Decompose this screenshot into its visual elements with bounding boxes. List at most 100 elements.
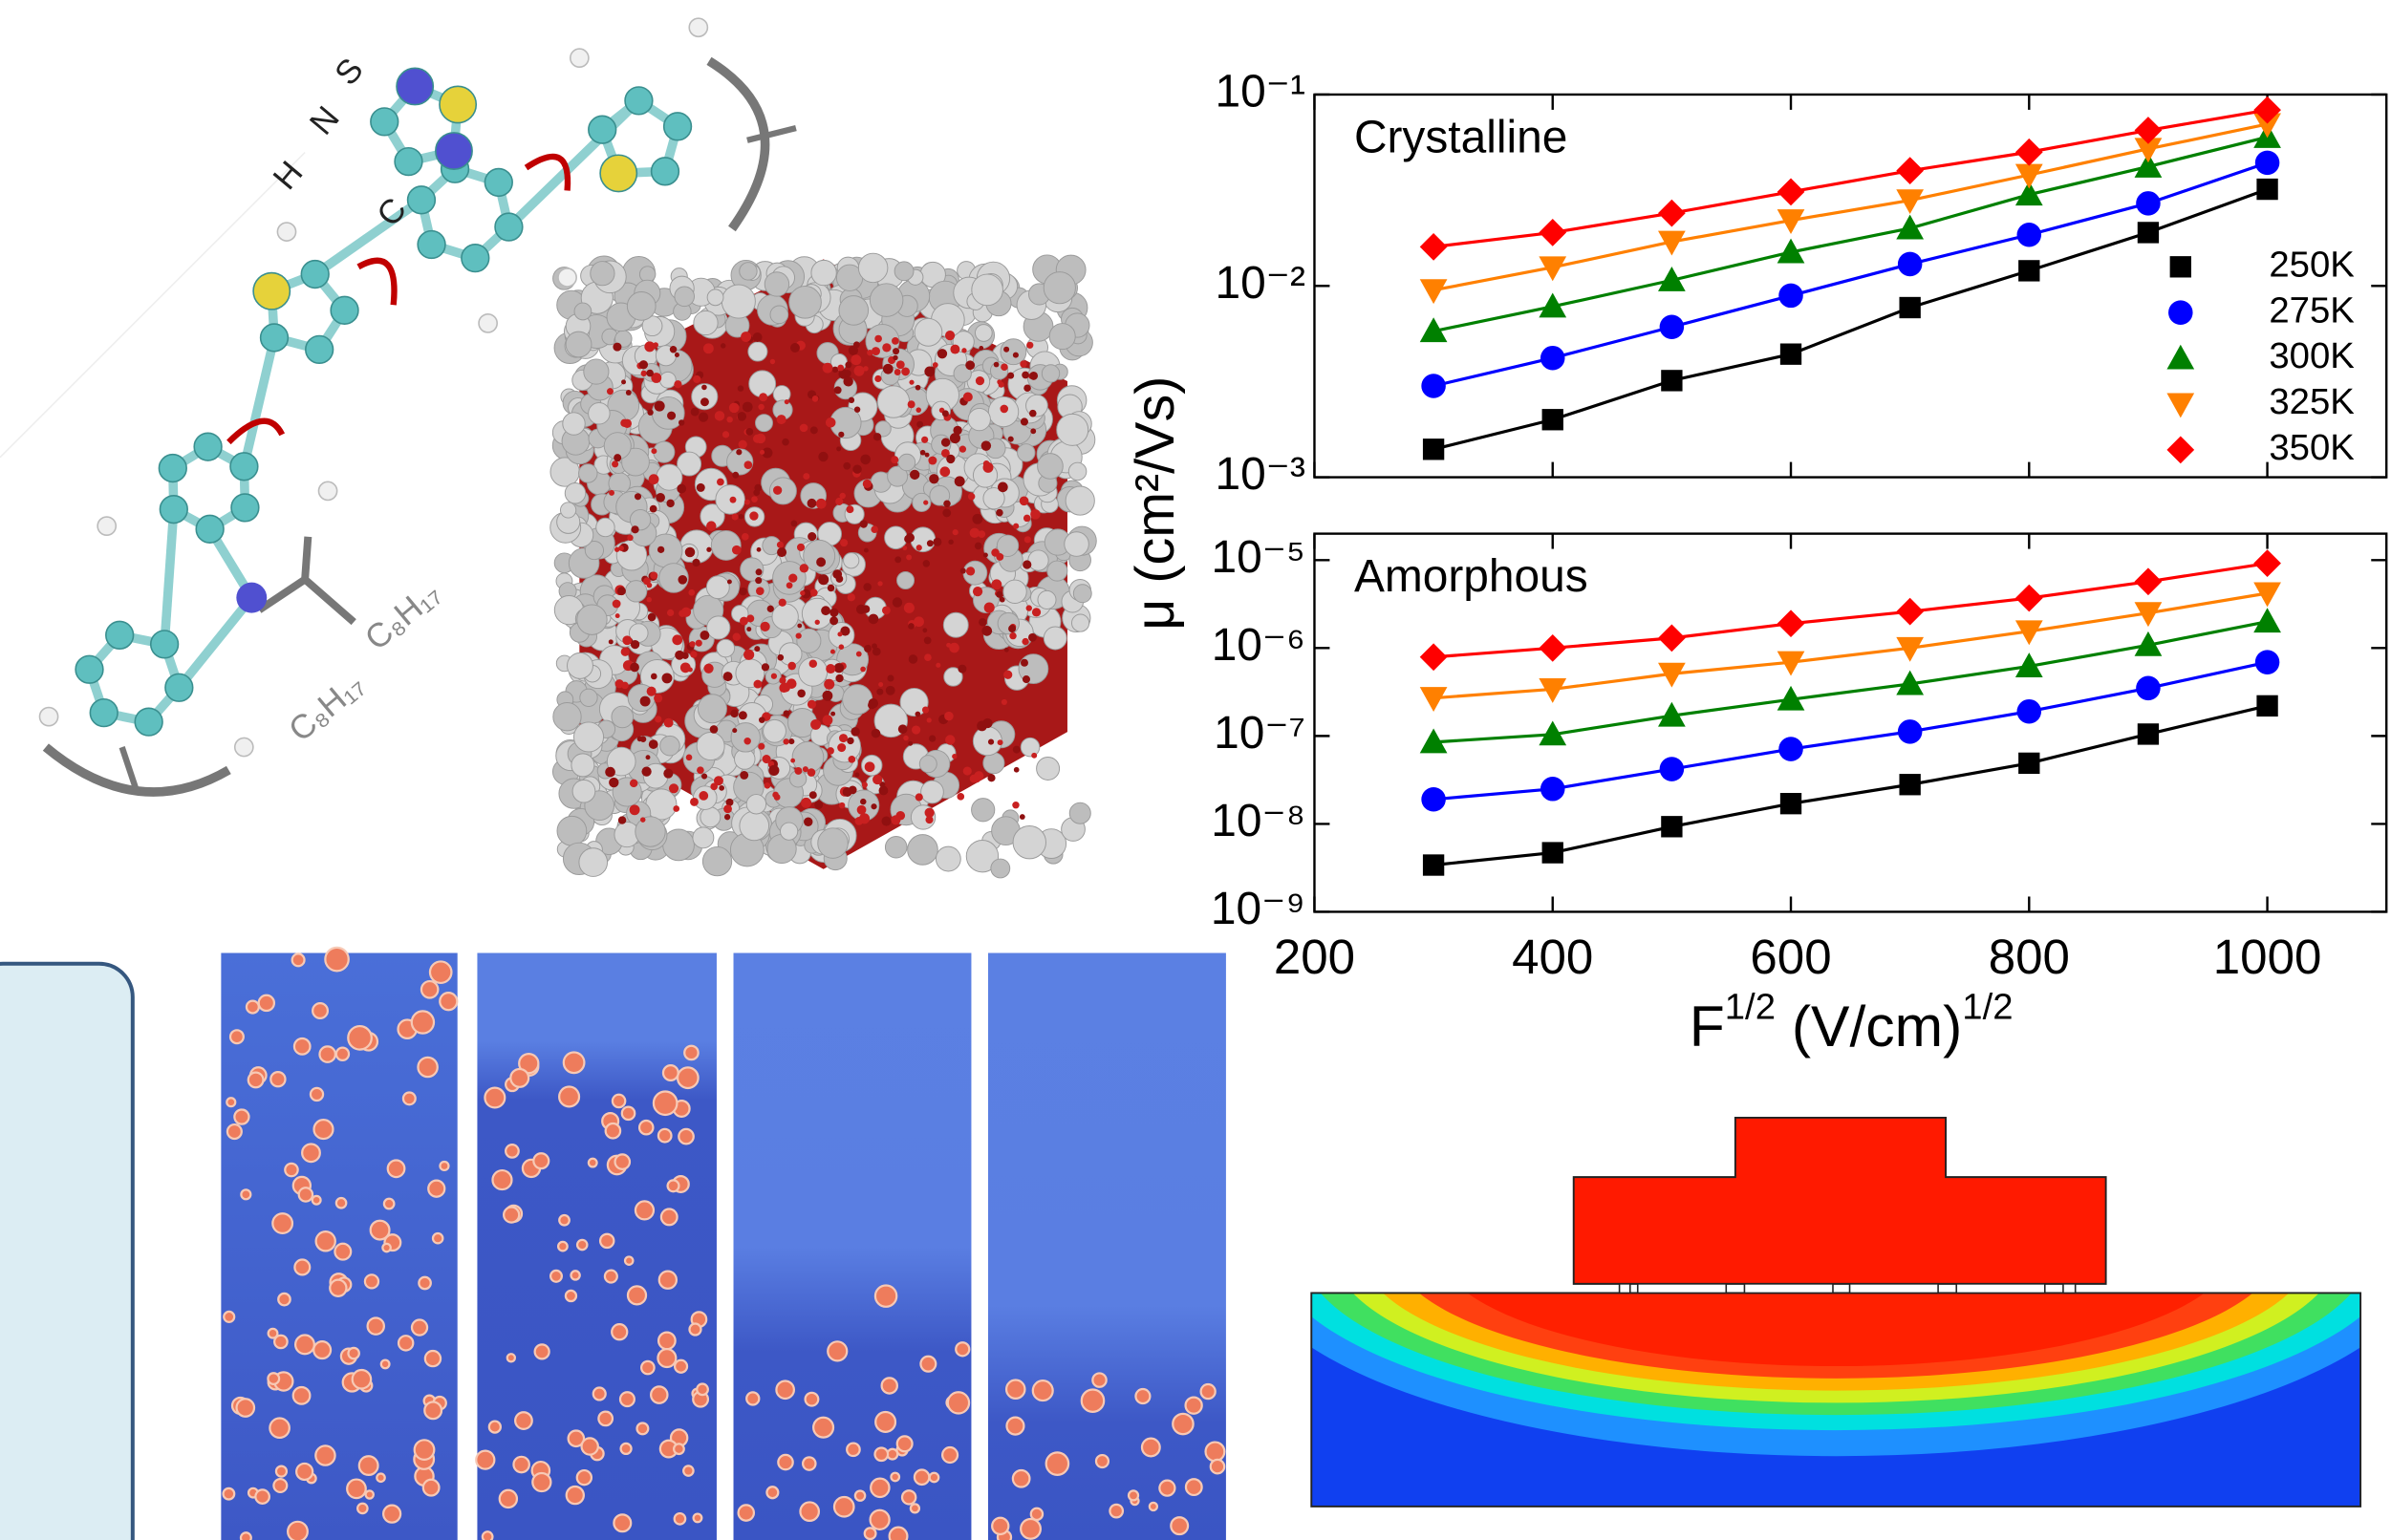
y-tick-label: 10⁻² [1215,258,1304,309]
marker-circle [2254,650,2280,674]
panel-title: Crystalline [1354,112,1567,162]
marker-circle [1540,777,1565,802]
particle-red [758,403,765,411]
particle-red [891,815,901,825]
droplet [827,1340,849,1362]
particle-red [872,643,877,650]
droplet [427,1179,446,1198]
particle [556,815,588,846]
particle-red [974,771,984,781]
droplet [533,1343,550,1360]
particle-red [651,448,657,455]
particle-red [612,599,621,609]
particle-red [758,742,765,750]
atom-label: H [266,154,310,196]
droplet [613,1513,633,1533]
particle [1027,549,1049,571]
particle-red [962,766,972,776]
droplet [311,1194,322,1206]
particle-red [837,743,847,753]
particle-red [851,727,860,737]
particle [887,465,909,487]
particle-red [996,508,1003,517]
particle [1056,413,1089,446]
particle-red [829,616,839,626]
droplet [222,1487,236,1501]
plot-frame [1313,532,2388,913]
particle-red [864,645,872,652]
droplet [418,1275,432,1291]
marker-diamond [2253,549,2281,578]
particle-red [810,718,822,730]
particle [1012,824,1046,860]
particle-red [844,370,851,377]
legend-label: 250K [2269,244,2355,285]
particle-red [746,614,755,623]
particle-red [863,583,872,591]
particle-red [838,644,845,650]
particle-red [751,496,758,503]
particle-red [1001,698,1007,705]
atom-h [317,481,338,502]
particle [897,453,916,472]
droplet [565,1485,585,1506]
marker-square [1779,793,1802,815]
particle-red [730,709,739,718]
droplet [1094,1453,1110,1469]
particle-red [625,390,632,396]
marker-triangle-up [1419,317,1448,343]
particle-red [837,631,843,637]
particle [810,259,837,287]
bond [312,196,424,278]
particle [691,383,719,411]
particle-red [690,797,699,806]
particle-red [1031,752,1038,759]
droplet [487,1420,502,1434]
marker-triangle-up [1419,728,1448,754]
droplet [334,1196,348,1209]
droplet [1045,1451,1070,1476]
particle-red [797,689,806,698]
particle [935,845,961,872]
droplet [233,1108,250,1125]
particle-red [706,546,712,552]
particle-red [847,593,855,602]
particle [1037,589,1057,610]
marker-circle [1659,314,1685,340]
droplet [564,1289,578,1303]
particle-red [784,399,789,405]
particle [700,806,722,828]
particle-red [732,471,740,479]
particle-red [937,349,948,359]
particle [565,331,592,358]
particle [578,463,598,483]
particle-red [860,798,867,805]
particle [693,310,719,336]
particle-red [808,791,817,800]
droplet [351,1368,373,1390]
particle [780,822,799,841]
atom [164,673,194,702]
particle-red [941,410,949,417]
particle-red [928,456,937,465]
particle-red [827,747,834,755]
particle-red [756,546,762,552]
droplet [347,1024,373,1051]
droplet [649,1385,669,1404]
particle-red [868,698,879,709]
droplet [637,1119,655,1136]
atom [330,295,359,326]
particle-red [743,737,751,745]
particle-red [773,794,781,801]
droplet [318,1045,337,1063]
particle [884,525,908,550]
atom [75,654,104,684]
droplet [804,1391,820,1407]
particle [747,341,768,362]
particle-red [742,533,749,541]
particle [1002,579,1027,604]
droplet [291,1385,312,1405]
particle-red [811,396,819,402]
marker-circle [1659,757,1685,781]
particle-red [1007,436,1014,442]
